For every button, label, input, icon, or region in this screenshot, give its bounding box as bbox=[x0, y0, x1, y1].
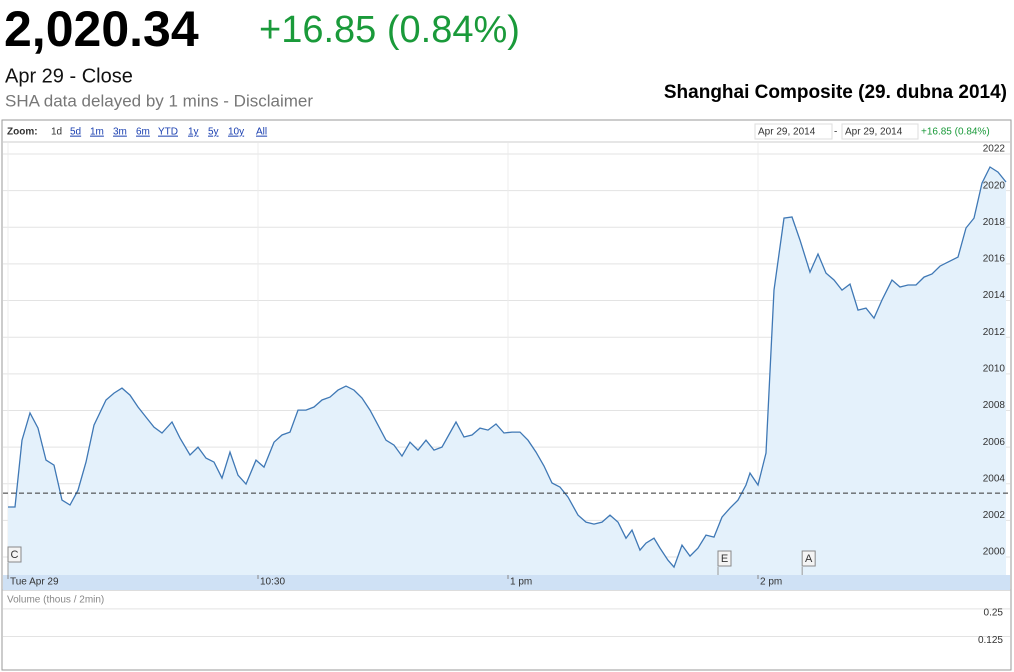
x-tick-label: 10:30 bbox=[260, 577, 285, 588]
zoom-option[interactable]: 1m bbox=[90, 127, 104, 138]
price-change: +16.85 (0.84%) bbox=[259, 9, 520, 51]
zoom-option[interactable]: YTD bbox=[158, 127, 178, 138]
flag[interactable] bbox=[717, 550, 732, 567]
zoom-label: Zoom: bbox=[7, 127, 38, 138]
y-tick-label: 2022 bbox=[983, 144, 1006, 155]
y-tick-label: 2016 bbox=[983, 254, 1006, 265]
volume-tick-label: 0.125 bbox=[978, 635, 1003, 646]
zoom-option[interactable]: 3m bbox=[113, 127, 127, 138]
zoom-option[interactable]: 10y bbox=[228, 127, 244, 138]
volume-tick-label: 0.25 bbox=[984, 608, 1004, 619]
zoom-option[interactable]: 1y bbox=[188, 127, 199, 138]
range-change: +16.85 (0.84%) bbox=[921, 127, 990, 138]
y-tick-label: 2000 bbox=[983, 547, 1006, 558]
flag-label: E bbox=[721, 553, 728, 565]
y-tick-label: 2014 bbox=[983, 290, 1006, 301]
y-tick-label: 2006 bbox=[983, 437, 1006, 448]
y-tick-label: 2010 bbox=[983, 363, 1006, 374]
y-tick-label: 2004 bbox=[983, 473, 1006, 484]
price: 2,020.34 bbox=[4, 1, 199, 57]
flag[interactable] bbox=[7, 546, 22, 563]
range-box[interactable] bbox=[841, 123, 919, 140]
y-tick-label: 2008 bbox=[983, 400, 1006, 411]
status: Apr 29 - Close bbox=[5, 65, 133, 87]
zoom-option[interactable]: All bbox=[256, 127, 267, 138]
zoom-option[interactable]: 1d bbox=[51, 127, 62, 138]
flag[interactable] bbox=[801, 550, 816, 567]
x-tick-label: 2 pm bbox=[760, 577, 782, 588]
range-end: Apr 29, 2014 bbox=[845, 127, 903, 138]
x-axis-band bbox=[3, 575, 1010, 590]
y-tick-label: 2012 bbox=[983, 327, 1006, 338]
price-line bbox=[8, 166, 1007, 569]
range-box[interactable] bbox=[754, 123, 833, 140]
x-tick-label: Tue Apr 29 bbox=[10, 577, 59, 588]
x-tick-label: 1 pm bbox=[510, 577, 532, 588]
volume-label: Volume (thous / 2min) bbox=[7, 595, 104, 606]
area-fill bbox=[8, 167, 1006, 575]
y-tick-label: 2002 bbox=[983, 510, 1006, 521]
zoom-option[interactable]: 6m bbox=[136, 127, 150, 138]
y-tick-label: 2020 bbox=[983, 180, 1006, 191]
zoom-option[interactable]: 5y bbox=[208, 127, 219, 138]
flag-label: C bbox=[11, 549, 19, 561]
flag-label: A bbox=[805, 553, 813, 565]
delay-note: SHA data delayed by 1 mins - Disclaimer bbox=[5, 91, 313, 110]
y-tick-label: 2018 bbox=[983, 217, 1006, 228]
range-separator: - bbox=[834, 127, 837, 138]
zoom-option[interactable]: 5d bbox=[70, 127, 81, 138]
chart-title: Shanghai Composite (29. dubna 2014) bbox=[664, 82, 1007, 103]
range-start: Apr 29, 2014 bbox=[758, 127, 816, 138]
